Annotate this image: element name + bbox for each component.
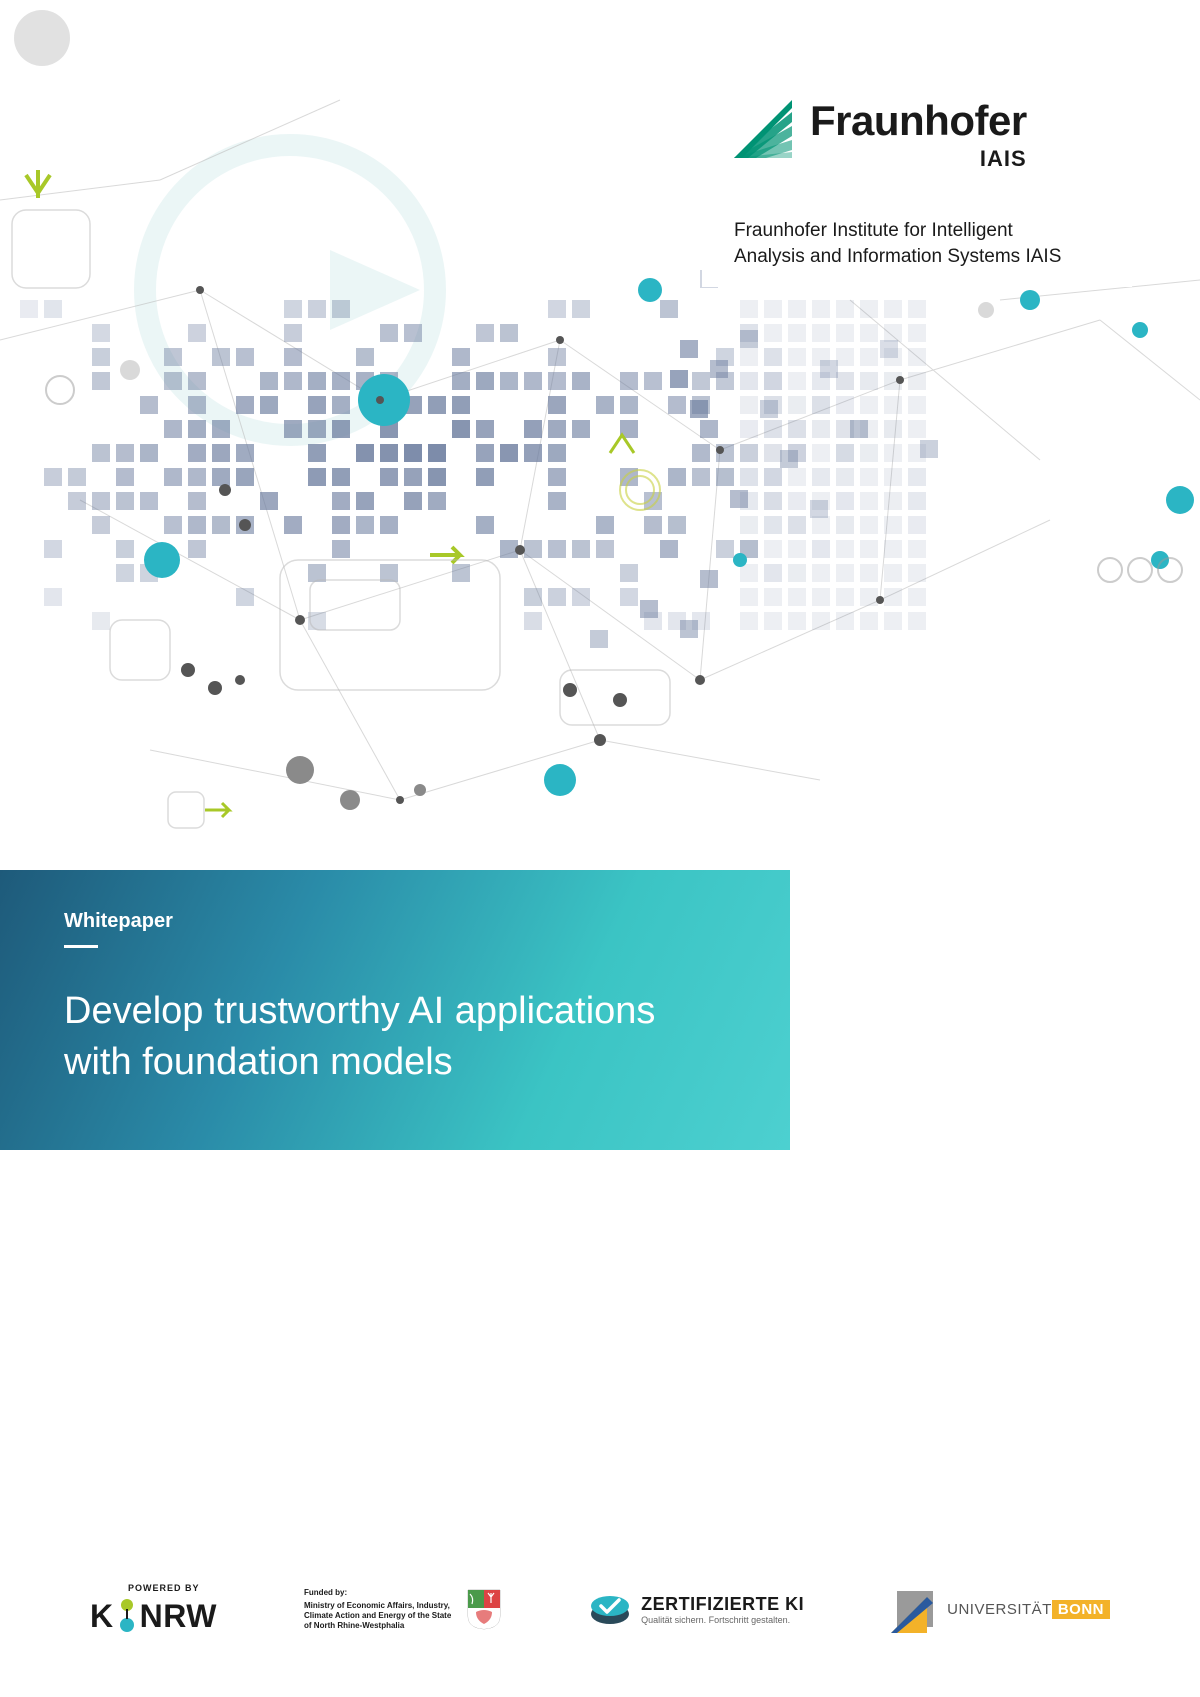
kinrw-k: K (90, 1598, 114, 1635)
ministry-funded-by: Funded by: (304, 1588, 454, 1597)
kinrw-logo-block: POWERED BY K NRW (90, 1583, 217, 1635)
zertifizierte-main: ZERTIFIZIERTE KI (641, 1594, 804, 1615)
ministry-logo-block: Funded by: Ministry of Economic Affairs,… (304, 1588, 502, 1631)
title-line1: Develop trustworthy AI applications (64, 986, 726, 1037)
fraunhofer-icon (734, 100, 792, 158)
kinrw-dots-icon (118, 1597, 136, 1635)
institute-line2: Analysis and Information Systems IAIS (734, 244, 1100, 270)
whitepaper-label: Whitepaper (64, 910, 726, 933)
title-line2: with foundation models (64, 1037, 726, 1088)
nrw-crest-icon (466, 1588, 502, 1630)
bonn-prefix: UNIVERSITÄT (947, 1601, 1052, 1618)
fraunhofer-sub: IAIS (810, 146, 1027, 172)
zertifizierte-sub: Qualität sichern. Fortschritt gestalten. (641, 1615, 804, 1625)
kinrw-nrw: NRW (140, 1598, 217, 1635)
whitepaper-divider (64, 945, 98, 948)
zertifizierte-icon (589, 1588, 631, 1630)
zertifizierte-logo-block: ZERTIFIZIERTE KI Qualität sichern. Forts… (589, 1588, 804, 1630)
bonn-icon (891, 1585, 939, 1633)
bonn-name: BONN (1052, 1600, 1110, 1619)
ministry-text: Ministry of Economic Affairs, Industry, … (304, 1601, 454, 1631)
bonn-logo-block: UNIVERSITÄTBONN (891, 1585, 1110, 1633)
footer: POWERED BY K NRW Funded by: Ministry of … (0, 1583, 1200, 1635)
institute-line1: Fraunhofer Institute for Intelligent (734, 218, 1100, 244)
institute-box: Fraunhofer Institute for Intelligent Ana… (702, 200, 1132, 287)
fraunhofer-logo: Fraunhofer IAIS (734, 100, 1100, 172)
bonn-text: UNIVERSITÄTBONN (947, 1601, 1110, 1618)
fraunhofer-name: Fraunhofer (810, 100, 1027, 142)
fraunhofer-logo-box: Fraunhofer IAIS (702, 72, 1132, 200)
kinrw-powered-by: POWERED BY (128, 1583, 217, 1593)
title-banner: Whitepaper Develop trustworthy AI applic… (0, 870, 790, 1150)
